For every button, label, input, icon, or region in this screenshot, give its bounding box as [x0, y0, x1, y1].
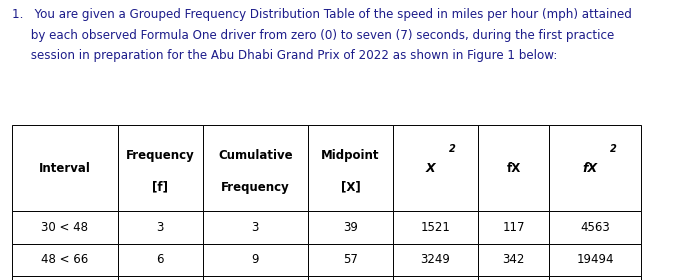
Bar	[393, 276, 478, 280]
Bar	[478, 125, 549, 211]
Bar	[308, 211, 393, 244]
Bar	[203, 276, 308, 280]
Text: Frequency: Frequency	[221, 181, 290, 193]
Text: 2: 2	[449, 144, 456, 154]
Bar	[308, 125, 393, 211]
Text: Interval: Interval	[39, 162, 91, 174]
Bar	[12, 211, 118, 244]
Text: 117: 117	[503, 221, 525, 234]
Text: 39: 39	[343, 221, 358, 234]
Bar	[203, 125, 308, 211]
Bar	[12, 244, 118, 276]
Text: 6: 6	[156, 253, 164, 266]
Text: [X]: [X]	[341, 181, 360, 193]
Bar	[549, 276, 641, 280]
Text: Cumulative: Cumulative	[218, 149, 292, 162]
Text: 1.   You are given a Grouped Frequency Distribution Table of the speed in miles : 1. You are given a Grouped Frequency Dis…	[12, 8, 632, 21]
Bar	[393, 211, 478, 244]
Text: 3249: 3249	[421, 253, 450, 266]
Bar	[308, 244, 393, 276]
Text: fX: fX	[507, 162, 521, 174]
Text: Midpoint: Midpoint	[321, 149, 380, 162]
Text: 2: 2	[611, 144, 617, 154]
Text: X: X	[425, 162, 435, 174]
Text: 9: 9	[252, 253, 259, 266]
Bar	[478, 244, 549, 276]
Text: [f]: [f]	[152, 181, 168, 193]
Bar	[118, 276, 203, 280]
Text: Frequency: Frequency	[126, 149, 194, 162]
Text: 30 < 48: 30 < 48	[41, 221, 88, 234]
Bar	[478, 276, 549, 280]
Bar	[203, 244, 308, 276]
Text: 342: 342	[503, 253, 525, 266]
Text: 4563: 4563	[581, 221, 610, 234]
Bar	[549, 211, 641, 244]
Text: fX: fX	[582, 162, 598, 174]
Text: 3: 3	[252, 221, 259, 234]
Text: 48 < 66: 48 < 66	[41, 253, 88, 266]
Bar	[118, 211, 203, 244]
Bar	[549, 125, 641, 211]
Bar	[308, 276, 393, 280]
Bar	[478, 211, 549, 244]
Text: 19494: 19494	[577, 253, 614, 266]
Text: session in preparation for the Abu Dhabi Grand Prix of 2022 as shown in Figure 1: session in preparation for the Abu Dhabi…	[12, 49, 558, 62]
Bar	[393, 244, 478, 276]
Bar	[393, 125, 478, 211]
Text: 3: 3	[156, 221, 164, 234]
Text: by each observed Formula One driver from zero (0) to seven (7) seconds, during t: by each observed Formula One driver from…	[12, 29, 615, 41]
Bar	[203, 211, 308, 244]
Bar	[12, 125, 118, 211]
Text: 57: 57	[343, 253, 358, 266]
Bar	[118, 125, 203, 211]
Bar	[12, 276, 118, 280]
Text: 1521: 1521	[421, 221, 450, 234]
Bar	[549, 244, 641, 276]
Bar	[118, 244, 203, 276]
